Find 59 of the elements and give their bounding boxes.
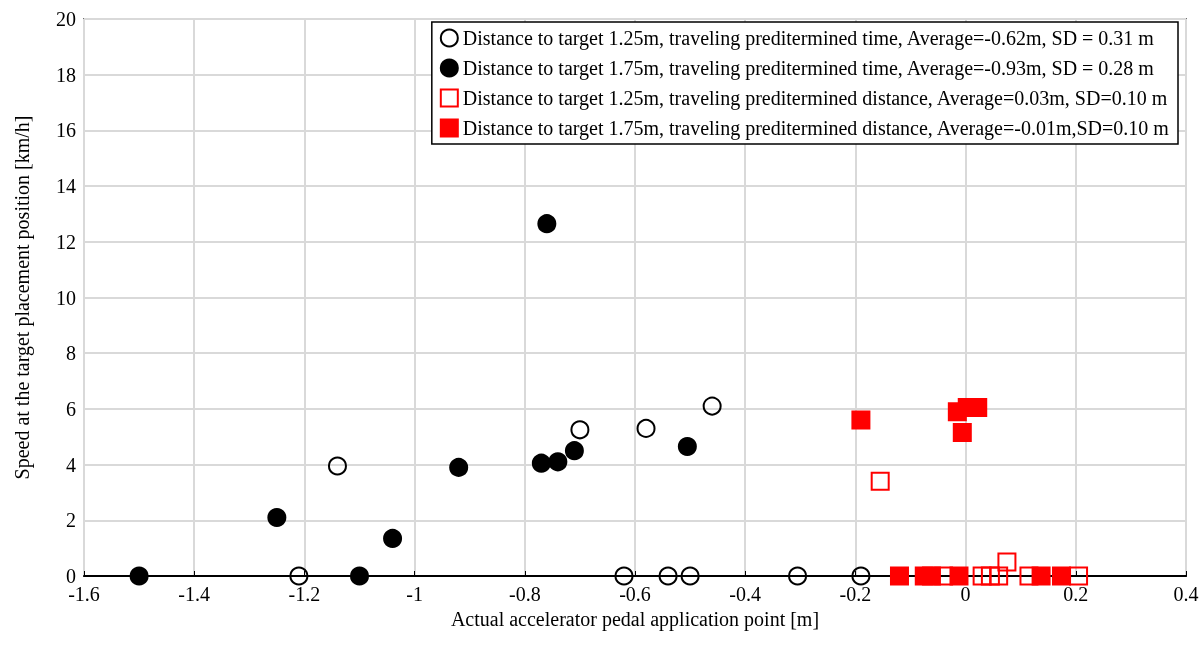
point [449, 457, 469, 477]
x-tick-label: -0.4 [729, 583, 762, 605]
point [564, 441, 584, 461]
point [677, 437, 697, 456]
point [949, 566, 969, 586]
point [989, 566, 1009, 586]
point [972, 566, 992, 586]
point [327, 456, 347, 476]
legend-label: Distance to target 1.25m, traveling preditermined time, Average=-0.62m, SD = 0.31 m [462, 27, 1155, 50]
point [658, 566, 678, 586]
x-tick-label: 0.4 [1173, 583, 1199, 605]
x-tick-label: -1.4 [178, 583, 211, 605]
x-tick-label: 0.2 [1063, 583, 1089, 605]
point [289, 566, 309, 586]
x-tick-label: -0.6 [619, 583, 651, 605]
point [1069, 566, 1089, 586]
legend-label: Distance to target 1.75m, traveling preditermined distance, Average=-0.01m,SD=0.10 m [462, 117, 1170, 140]
point [851, 410, 871, 430]
point [870, 471, 890, 491]
point [952, 423, 972, 443]
point [1051, 566, 1071, 586]
y-tick-label: 12 [56, 230, 76, 253]
y-tick-label: 18 [56, 63, 76, 86]
point [980, 566, 1000, 586]
y-tick-label: 4 [66, 453, 76, 476]
legend-label: Distance to target 1.75m, traveling preditermined time, Average=-0.93m, SD = 0.28 m [462, 57, 1155, 80]
point [531, 453, 551, 473]
point [350, 566, 369, 586]
x-tick-label: -0.8 [508, 583, 541, 605]
x-tick-label: -1 [406, 583, 423, 605]
point [537, 214, 557, 234]
point [889, 566, 909, 586]
y-tick-label: 10 [56, 286, 76, 309]
x-tick-label: -0.2 [839, 583, 872, 605]
y-tick-label: 6 [66, 397, 76, 420]
point [851, 566, 871, 586]
point [267, 508, 287, 528]
point [788, 566, 808, 586]
point [702, 396, 722, 416]
point [614, 566, 634, 586]
x-axis-title: Actual accelerator pedal application point [m] [450, 607, 820, 631]
point [921, 566, 941, 586]
point [997, 552, 1017, 572]
y-axis-title: Speed at the target placement position [km/h] [11, 115, 34, 480]
y-tick-label: 8 [66, 342, 76, 365]
y-tick-label: 20 [56, 8, 76, 30]
y-tick-label: 2 [66, 509, 76, 532]
legend-label: Distance to target 1.25m, traveling preditermined distance, Average=0.03m, SD=0.10 m [462, 87, 1168, 110]
point [636, 418, 656, 438]
x-tick-label: 0 [960, 583, 971, 605]
x-tick-label: -1.2 [288, 583, 321, 605]
point [1031, 566, 1051, 586]
point [129, 566, 149, 586]
y-tick-label: 16 [56, 119, 76, 142]
point [383, 528, 403, 548]
point [548, 452, 568, 472]
point [680, 566, 700, 586]
y-tick-label: 14 [56, 175, 76, 198]
point [570, 420, 590, 440]
